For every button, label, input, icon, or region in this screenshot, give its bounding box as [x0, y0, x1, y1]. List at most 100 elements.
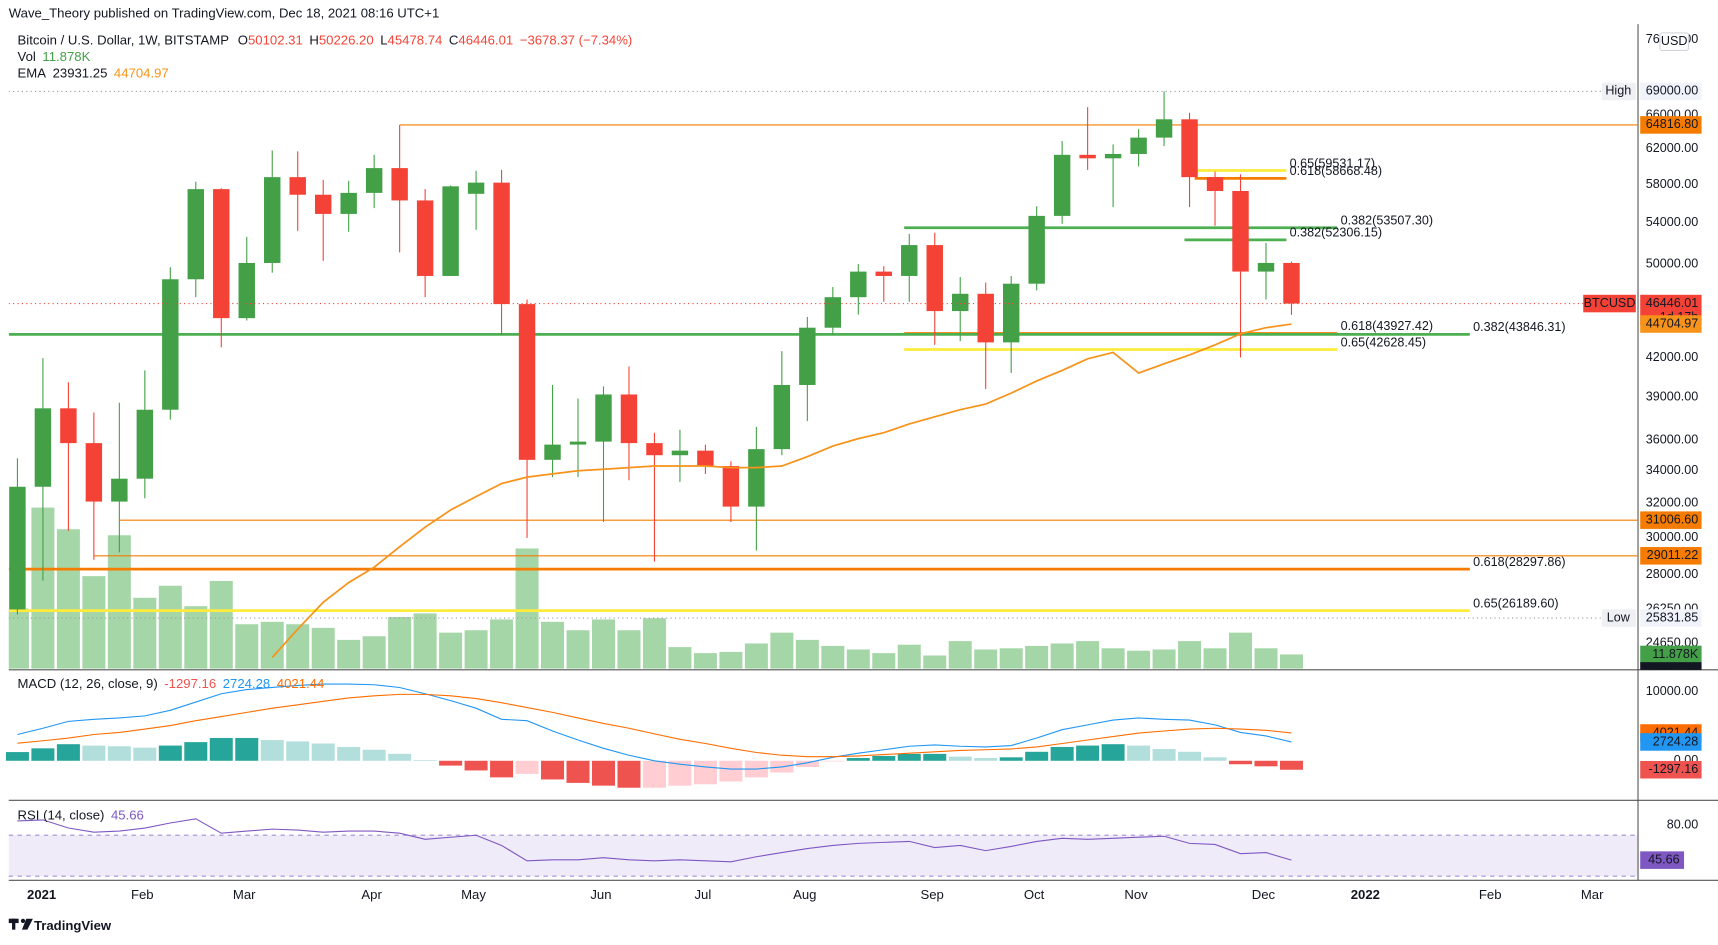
extreme-price: 25831.85 — [1646, 610, 1699, 624]
x-tick-label: Apr — [361, 887, 382, 902]
volume-bar — [260, 621, 284, 669]
candle-body — [162, 279, 179, 410]
y-tick-label: 30000.00 — [1646, 530, 1699, 544]
ema-legend-value: 44704.97 — [114, 66, 169, 81]
fib-label: 0.382(53507.30) — [1341, 213, 1433, 227]
symbol-box — [1583, 294, 1636, 313]
volume-bar — [1254, 648, 1278, 669]
x-tick-label: Jul — [694, 887, 711, 902]
macd-histogram-bar — [439, 760, 463, 766]
candle-body — [544, 444, 561, 460]
macd-histogram-bar — [490, 760, 514, 778]
ema-line — [271, 323, 1292, 659]
volume-bar — [541, 621, 565, 669]
macd-histogram-bar — [821, 760, 845, 762]
volume-bar — [1076, 641, 1100, 669]
volume-bar — [464, 630, 488, 669]
candle-body — [34, 408, 52, 487]
rsi-tick-label: 80.00 — [1667, 817, 1699, 831]
macd-histogram-bar — [642, 760, 666, 788]
level-price: 29011.22 — [1647, 548, 1699, 562]
macd-value-box — [1640, 760, 1702, 779]
x-tick-label: Nov — [1124, 887, 1148, 902]
macd-histogram-bar — [897, 753, 921, 761]
macd-histogram-bar — [719, 760, 743, 782]
candle-body — [60, 408, 77, 444]
ohlc-key: C — [449, 33, 458, 48]
volume-bar — [1025, 645, 1049, 669]
macd-legend: MACD (12, 26, close, 9) -1297.16 2724.28 40… — [18, 677, 325, 692]
x-tick-label: Jun — [590, 887, 611, 902]
volume-bar — [209, 580, 233, 669]
candle-body — [416, 200, 434, 276]
candle-body — [289, 177, 306, 195]
ema-param-value: 23931.25 — [1646, 663, 1699, 677]
candle-body — [901, 245, 918, 276]
currency: USD — [1661, 34, 1688, 48]
macd-histogram-bar — [260, 740, 284, 761]
volume-bar — [1050, 643, 1074, 669]
ema-legend: EMA 23931.25 44704.97 — [18, 66, 169, 81]
volume-bar — [1152, 649, 1176, 669]
extreme-price-box — [1640, 82, 1702, 101]
currency-badge — [1659, 32, 1689, 51]
volume-bar — [1101, 648, 1125, 669]
macd-histogram-bar — [566, 760, 590, 783]
macd-legend-value: 2724.28 — [223, 677, 271, 692]
candle-body — [748, 449, 765, 507]
volume-bar — [235, 624, 259, 669]
y-tick-label: 62000.00 — [1646, 141, 1699, 155]
candle-body — [9, 486, 26, 610]
price-axis: 76000.0066000.0062000.0058000.0054000.00… — [1601, 32, 1702, 677]
ohlc-value: 50226.20 — [319, 33, 374, 48]
volume-bar — [744, 643, 768, 669]
candle-body — [697, 450, 714, 467]
fib-label: 0.618(58668.48) — [1290, 164, 1382, 178]
candle-body — [136, 409, 154, 479]
candle-body — [646, 443, 663, 456]
volume-value: 11.878K — [1652, 647, 1699, 661]
volume-bar — [974, 649, 998, 669]
level-price: 31006.60 — [1646, 512, 1699, 526]
candle-body — [569, 441, 587, 445]
rsi-value: 45.66 — [1648, 852, 1680, 866]
volume-bar — [1127, 650, 1151, 669]
candle-body — [365, 168, 383, 193]
volume-bar — [337, 639, 361, 669]
candle-body — [238, 262, 255, 319]
volume-bar — [1279, 654, 1303, 669]
volume-legend-value: 11.878K — [42, 50, 90, 65]
y-tick-label: 34000.00 — [1646, 463, 1699, 477]
macd-histogram-bar — [1152, 749, 1176, 761]
ema-name: EMA — [18, 66, 47, 81]
candle-body — [722, 466, 740, 507]
volume-bar — [923, 655, 947, 669]
macd-legend-value: 4021.44 — [277, 677, 325, 692]
candle-body — [875, 271, 892, 276]
macd-histogram-bar — [31, 748, 55, 761]
macd-histogram-bar — [668, 760, 692, 786]
level-price-box — [1640, 547, 1702, 565]
candle-body — [1079, 154, 1096, 159]
x-tick-label: Mar — [1581, 887, 1604, 902]
macd-value: -1297.16 — [1649, 762, 1699, 776]
candle-body — [111, 478, 128, 502]
level-price-box — [1640, 116, 1702, 134]
macd-histogram-bar — [1127, 745, 1151, 761]
volume-bar — [31, 507, 55, 669]
extreme-tag-label: High — [1605, 84, 1631, 98]
macd-value-box — [1640, 733, 1702, 751]
volume-bar — [490, 619, 514, 669]
candle-body — [1232, 190, 1249, 272]
ohlc-value: 45478.74 — [388, 33, 443, 48]
y-tick-label: 58000.00 — [1646, 177, 1699, 191]
candle-body — [1130, 137, 1147, 154]
volume-bar — [388, 617, 412, 669]
candle-body — [213, 189, 230, 319]
candle-body — [85, 443, 103, 502]
macd-histogram-bar — [286, 741, 310, 761]
macd-histogram-bar — [515, 760, 539, 774]
x-tick-label: Mar — [233, 887, 256, 902]
macd-histogram-bar — [1178, 751, 1202, 761]
